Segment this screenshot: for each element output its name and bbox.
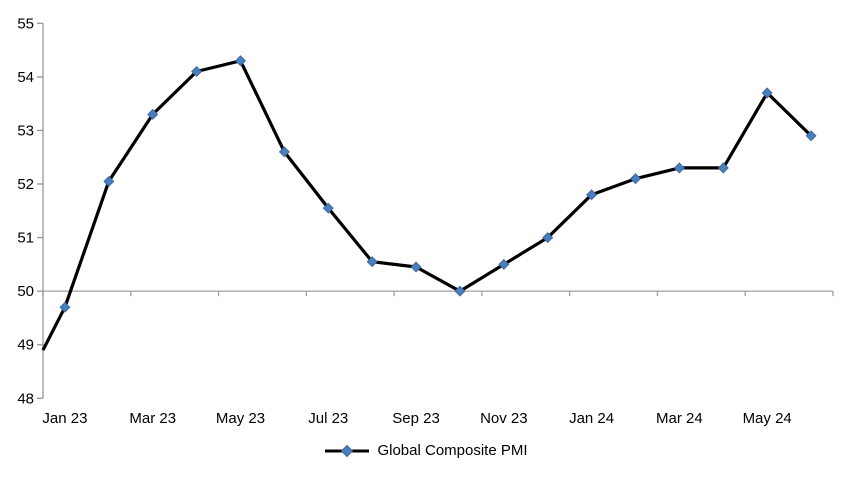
x-tick-label: May 23	[216, 410, 265, 427]
y-tick-label: 55	[17, 15, 34, 32]
y-axis: 48 49 50 51 52 53 54 55	[17, 15, 44, 407]
data-point-marker	[59, 301, 71, 313]
data-point-marker	[586, 189, 598, 201]
legend: Global Composite PMI	[0, 442, 852, 459]
legend-line-marker-icon	[325, 444, 370, 457]
data-point-marker	[805, 130, 817, 142]
data-point-marker	[454, 285, 466, 297]
data-point-marker	[191, 66, 203, 78]
data-point-marker	[366, 256, 378, 268]
x-tick-label: May 24	[743, 410, 792, 427]
data-point-marker	[103, 175, 115, 187]
x-tick-label: Jan 23	[42, 410, 87, 427]
data-point-marker	[234, 55, 247, 67]
data-point-marker	[673, 162, 685, 174]
data-point-marker	[322, 202, 334, 214]
data-point-marker	[498, 258, 510, 270]
y-tick-label: 50	[17, 283, 34, 300]
series-global-composite-pmi	[41, 55, 817, 351]
x-tick-label: Mar 24	[656, 410, 703, 427]
y-tick-label: 52	[17, 176, 34, 193]
x-tick-label: Nov 23	[480, 410, 528, 427]
pmi-line-chart-canvas: Jan 23 Mar 23 May 23 Jul 23 Sep 23 Nov 23 Jan …	[17, 15, 834, 427]
y-tick-label: 53	[17, 122, 34, 139]
data-point-marker	[542, 232, 554, 244]
data-point-marker	[629, 173, 642, 185]
data-point-marker	[717, 162, 729, 174]
data-point-marker	[761, 87, 773, 99]
x-tick-label: Mar 23	[129, 410, 176, 427]
x-tick-label: Sep 23	[392, 410, 440, 427]
data-point-marker	[410, 261, 422, 273]
data-point-marker	[278, 146, 290, 158]
x-axis: Jan 23 Mar 23 May 23 Jul 23 Sep 23 Nov 23 Jan …	[42, 290, 834, 427]
y-tick-label: 54	[17, 69, 34, 86]
y-tick-label: 51	[17, 230, 34, 247]
legend-label: Global Composite PMI	[377, 442, 528, 459]
x-tick-label: Jul 23	[308, 410, 348, 427]
y-tick-label: 48	[17, 390, 34, 407]
y-tick-label: 49	[17, 337, 34, 354]
series-polyline	[41, 59, 813, 351]
data-point-marker	[147, 108, 159, 120]
x-tick-label: Jan 24	[569, 410, 614, 427]
